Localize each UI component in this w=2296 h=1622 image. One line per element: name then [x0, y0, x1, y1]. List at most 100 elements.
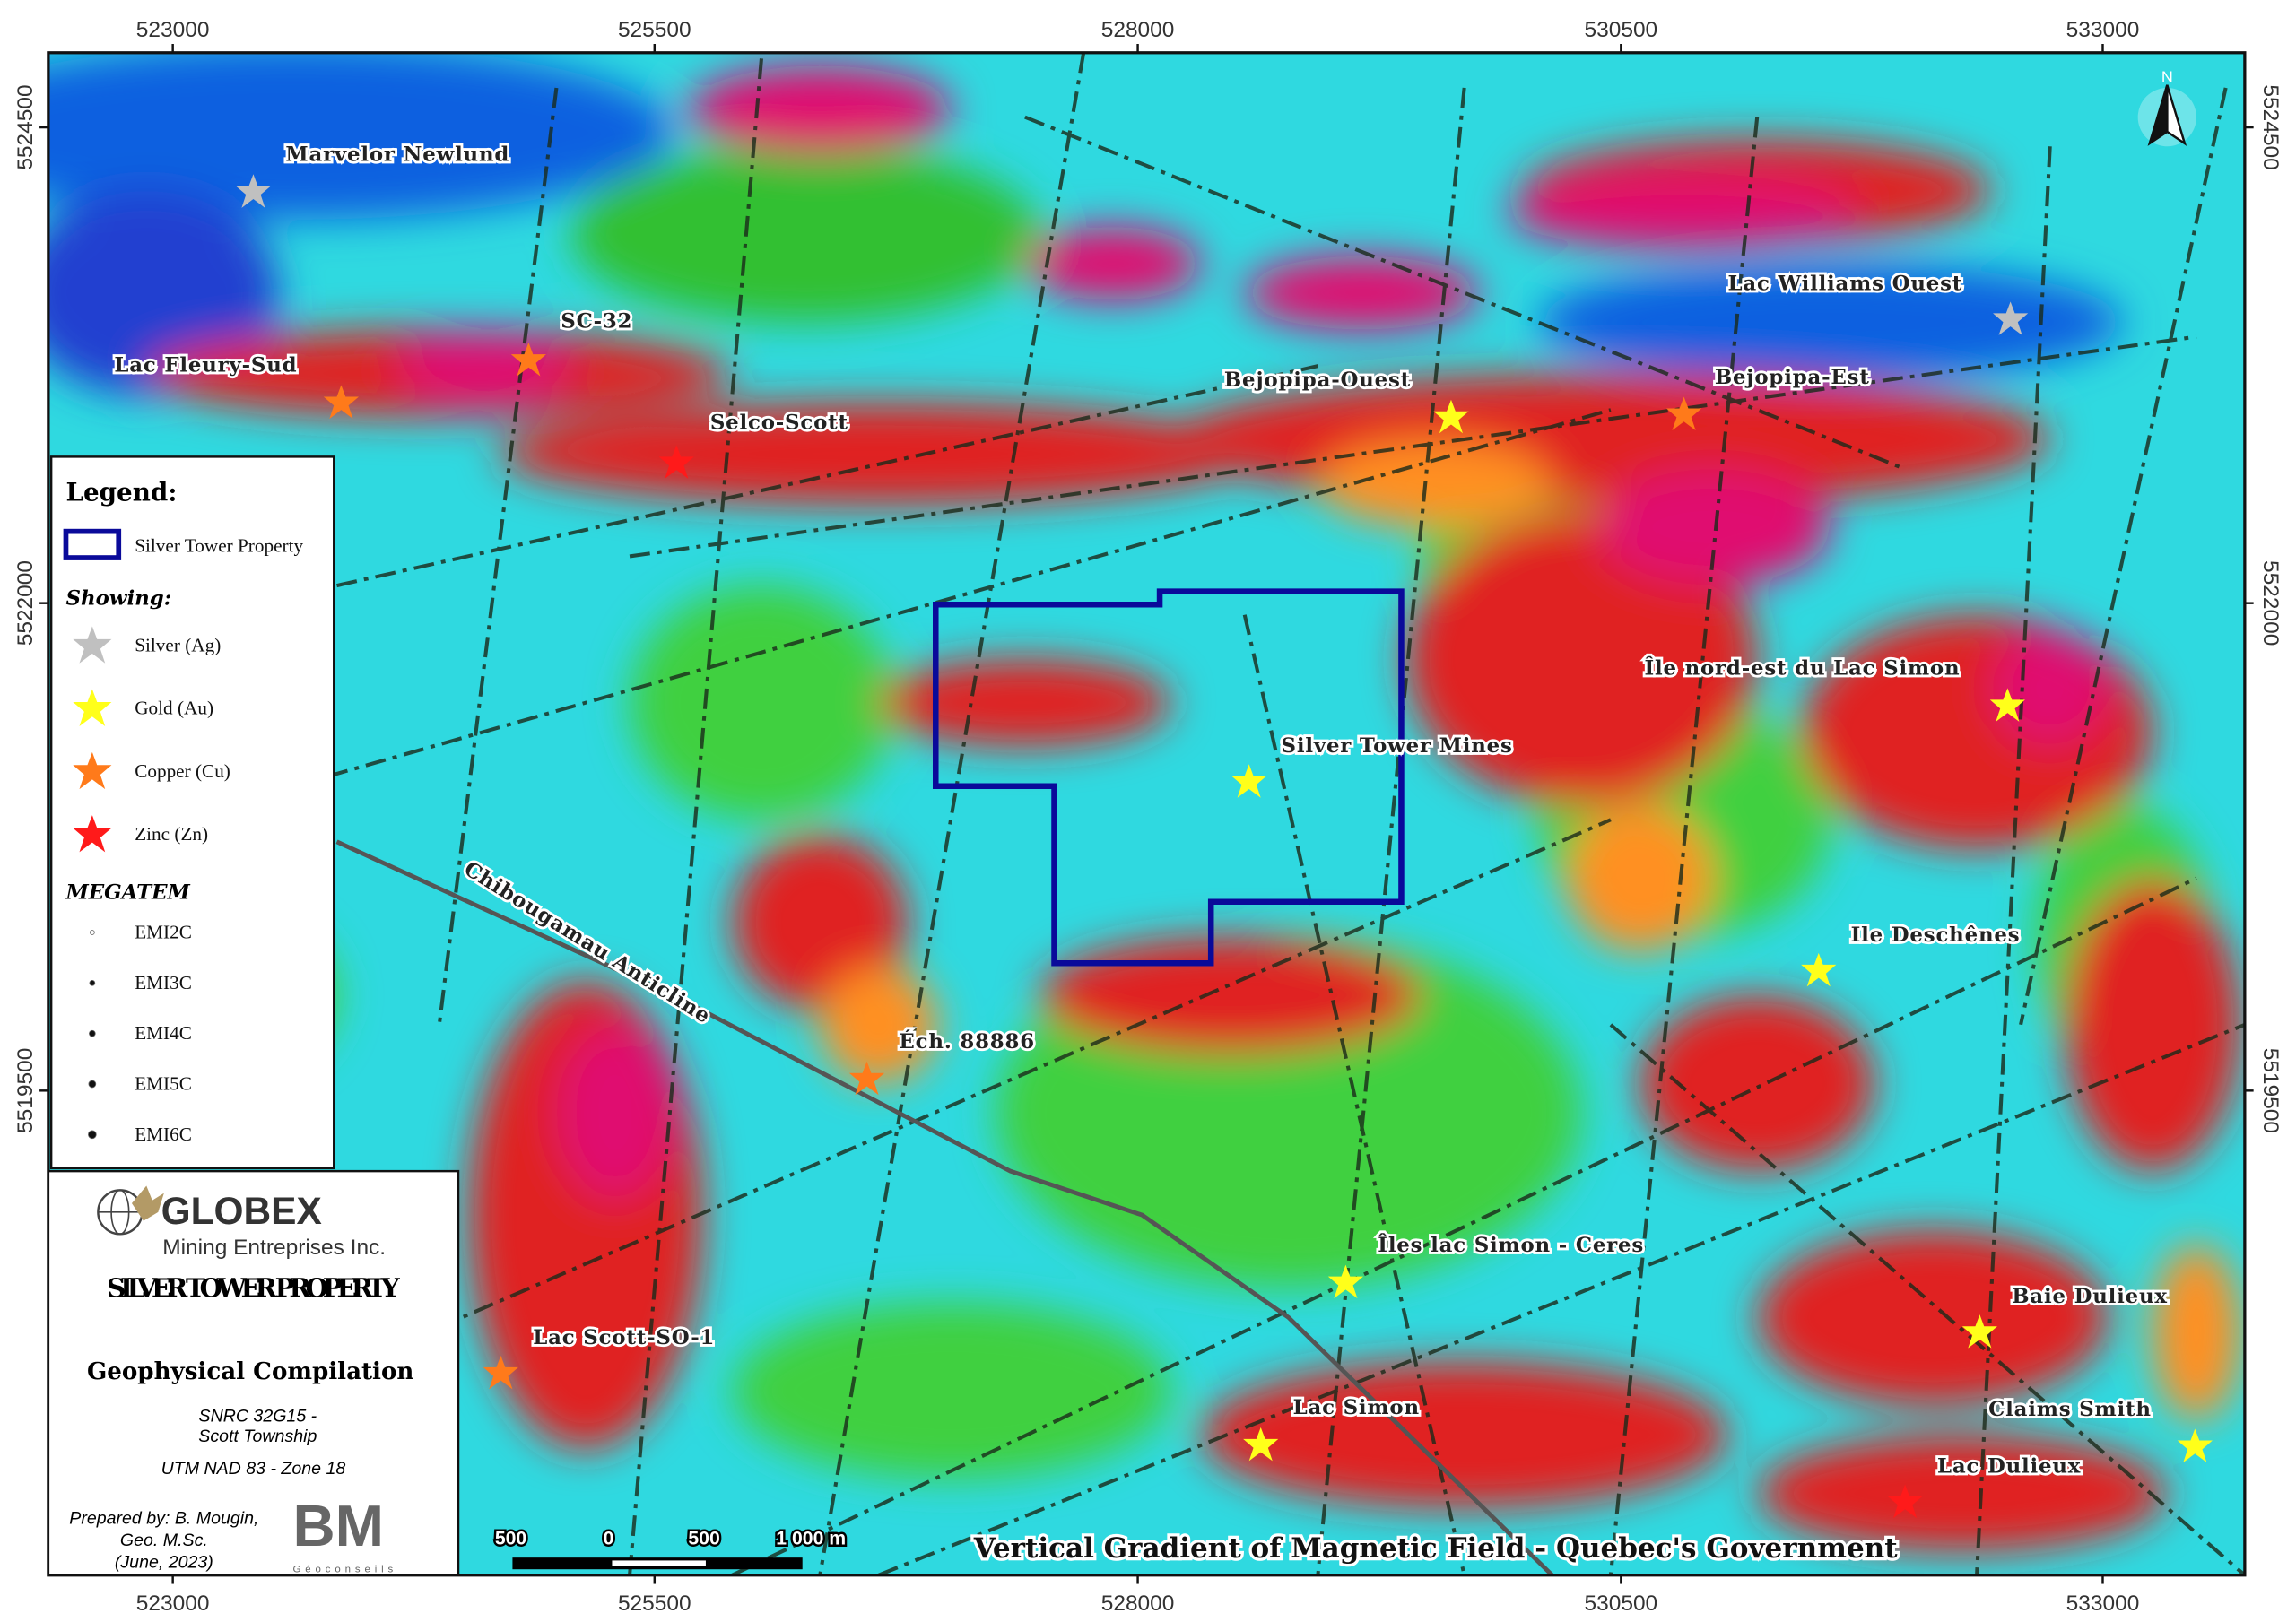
megatem-dot-icon — [88, 1080, 97, 1089]
x-tick-label: 528000 — [1101, 18, 1175, 42]
fault-line — [291, 818, 1612, 1392]
showing-label: Lac Scott-SO-1 — [533, 1326, 715, 1349]
showing-copper[interactable]: Lac Scott-SO-1 — [483, 1323, 717, 1390]
map-title: SILVER TOWER PROPERTY — [107, 1272, 401, 1304]
title-block: GLOBEX Mining Entreprises Inc. SILVER TO… — [47, 1169, 460, 1576]
showing-label: Bejopipa-Est — [1715, 366, 1870, 389]
projection-text: UTM NAD 83 - Zone 18 — [161, 1459, 346, 1479]
showing-label: Bejopipa-Ouest — [1224, 369, 1411, 392]
scale-label: 0 — [604, 1528, 614, 1548]
showing-label: Lac Dulieux — [1937, 1454, 2081, 1478]
fault-line — [877, 1022, 2245, 1575]
megatem-dot-icon — [90, 930, 95, 935]
legend-showing-label: Zinc (Zn) — [135, 823, 208, 845]
map-subtitle: Geophysical Compilation — [87, 1357, 413, 1385]
fault-line — [336, 364, 1318, 588]
map-frame — [47, 51, 2247, 1577]
showing-zinc[interactable]: Lac Dulieux — [1887, 1453, 2083, 1519]
showing-label: Baie Dulieux — [2012, 1285, 2168, 1308]
showing-copper[interactable]: SC-32 — [510, 308, 634, 377]
fault-line — [175, 408, 1612, 822]
showing-label: Lac Fleury-Sud — [114, 354, 297, 377]
showing-zinc[interactable]: Selco-Scott — [658, 409, 850, 479]
fault-line — [818, 52, 1086, 1575]
x-tick-label: 525500 — [618, 1592, 691, 1616]
magnetic-gradient-raster — [48, 52, 2245, 1575]
legend-property-label: Silver Tower Property — [135, 535, 303, 557]
megatem-dot-icon — [88, 1130, 97, 1140]
showing-copper[interactable]: Éch. 88886 — [848, 1027, 1037, 1096]
chibougamau-anticline-line — [335, 839, 1554, 1575]
legend-megatem-label: EMI2C — [135, 922, 192, 943]
x-tick-label: 530500 — [1585, 18, 1658, 42]
showing-copper[interactable]: Bejopipa-Est — [1665, 363, 1872, 431]
showing-gold[interactable]: Lac Simon — [1243, 1393, 1422, 1462]
scale-label: 500 — [495, 1528, 526, 1548]
legend-showing-label: Copper (Cu) — [135, 760, 230, 782]
source-caption: Vertical Gradient of Magnetic Field - Qu… — [973, 1532, 1899, 1565]
showing-label: Éch. 88886 — [899, 1029, 1034, 1054]
showing-gold[interactable]: Île nord-est du Lac Simon — [1642, 654, 2025, 722]
property-swatch — [63, 528, 122, 560]
legend-showing-label: Silver (Ag) — [135, 635, 221, 656]
showing-gold[interactable]: Ile Deschênes — [1801, 921, 2022, 987]
north-arrow-icon: N — [2137, 67, 2196, 147]
fault-line — [628, 58, 764, 1575]
x-tick-label: 530500 — [1585, 1592, 1658, 1616]
scale-bar: 500 0 500 1 000 m — [492, 1526, 848, 1570]
y-tick-label: 5522000 — [2258, 560, 2283, 646]
fault-line — [629, 334, 2197, 559]
showing-label: Lac Simon — [1293, 1396, 1420, 1419]
showing-silver[interactable]: Lac Williams Ouest — [1726, 269, 2029, 335]
company-subtitle: Mining Entreprises Inc. — [162, 1236, 386, 1260]
fault-line — [2019, 87, 2228, 1026]
showing-label: Île nord-est du Lac Simon — [1644, 656, 1960, 681]
x-tick-label: 525500 — [618, 18, 691, 42]
company-logo-text: GLOBEX — [161, 1190, 322, 1232]
silver-tower-property-outline[interactable] — [933, 588, 1405, 967]
showing-copper[interactable]: Lac Fleury-Sud — [111, 351, 359, 419]
globex-globe-icon — [97, 1185, 164, 1236]
legend-megatem-label: EMI5C — [135, 1073, 192, 1095]
showing-silver[interactable]: Marvelor Newlund — [235, 141, 511, 208]
scale-label: 500 — [688, 1528, 719, 1548]
fault-line — [1316, 87, 1466, 1575]
megatem-dot-icon — [89, 1029, 96, 1037]
y-tick-label: 5524500 — [2258, 84, 2283, 169]
legend-megatem-title: MEGATEM — [65, 880, 190, 904]
showing-gold[interactable]: Silver Tower Mines — [1231, 732, 1515, 798]
showing-label: Îles lac Simon - Ceres — [1378, 1233, 1644, 1257]
legend-panel: Legend: Silver Tower Property Showing: S… — [49, 455, 335, 1170]
x-tick-label: 533000 — [2066, 18, 2140, 42]
y-tick-label: 5519500 — [2258, 1048, 2283, 1133]
showing-gold[interactable]: Îles lac Simon - Ceres — [1327, 1230, 1646, 1299]
showing-gold[interactable]: Bejopipa-Ouest — [1222, 366, 1469, 434]
showing-label: Ile Deschênes — [1851, 924, 2021, 947]
legend-showing-label: Gold (Au) — [135, 698, 213, 719]
y-tick-label: 5522000 — [13, 560, 38, 646]
township-text: Scott Township — [198, 1427, 317, 1446]
showing-label: Selco-Scott — [710, 411, 848, 434]
showing-gold[interactable]: Baie Dulieux — [1961, 1282, 2170, 1349]
legend-megatem-label: EMI3C — [135, 972, 192, 993]
x-tick-label: 523000 — [136, 1592, 210, 1616]
fault-line — [1975, 146, 2052, 1575]
prepared-credentials: Geo. M.Sc. — [120, 1531, 208, 1550]
y-tick-label: 5524500 — [13, 84, 38, 169]
x-tick-label: 523000 — [136, 18, 210, 42]
fault-line — [1608, 117, 1760, 1575]
legend-megatem-label: EMI4C — [135, 1022, 192, 1044]
showing-label: Claims Smith — [1988, 1398, 2152, 1421]
y-tick-label: 5519500 — [13, 1048, 38, 1133]
x-tick-label: 533000 — [2066, 1592, 2140, 1616]
showing-gold[interactable]: Claims Smith — [1986, 1395, 2213, 1463]
showing-label: Marvelor Newlund — [285, 143, 509, 167]
legend-title: Legend: — [65, 477, 177, 507]
fault-line — [731, 876, 2197, 1575]
showing-label: Lac Williams Ouest — [1728, 272, 1963, 295]
x-tick-label: 528000 — [1101, 1592, 1175, 1616]
legend-showing-title: Showing: — [65, 586, 171, 610]
showing-label: Silver Tower Mines — [1282, 734, 1513, 758]
bm-logo: BM — [293, 1493, 385, 1558]
fault-line — [1242, 614, 1466, 1575]
